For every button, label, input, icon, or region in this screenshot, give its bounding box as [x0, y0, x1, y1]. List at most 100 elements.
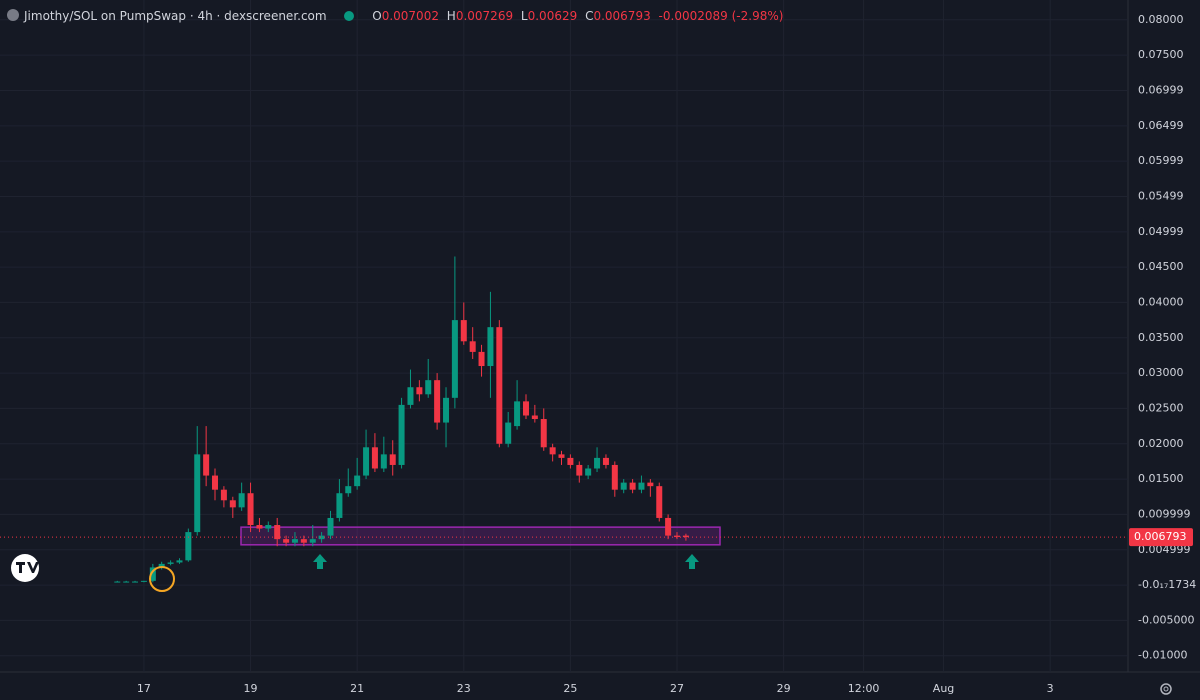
candle-body	[540, 419, 547, 448]
ohlc-value: 0.00629	[527, 9, 578, 23]
x-tick-label: 17	[137, 682, 151, 695]
candle-body	[620, 482, 627, 490]
x-tick-label: 19	[244, 682, 258, 695]
candle-body	[531, 415, 538, 420]
last-price-box	[1129, 528, 1193, 547]
x-tick-label: 29	[777, 682, 791, 695]
candle-body	[283, 539, 290, 543]
candle-body	[354, 475, 361, 487]
candle-body	[158, 563, 165, 568]
ohlc-label: H	[446, 9, 456, 23]
ohlc-label: O	[372, 9, 382, 23]
legend-header: Jimothy/SOL on PumpSwap · 4h · dexscreen…	[6, 8, 783, 23]
y-tick-label: 0.04000	[1138, 295, 1184, 308]
candle-body	[211, 475, 218, 490]
candle-body	[460, 320, 467, 342]
candle-body	[638, 482, 645, 490]
candle-body	[256, 525, 263, 529]
candle-body	[611, 464, 618, 490]
y-tick-label: 0.03500	[1138, 331, 1184, 344]
y-tick-label: 0.05999	[1138, 154, 1184, 167]
candle-body	[514, 401, 521, 427]
candle-body	[203, 454, 210, 476]
ohlc-value: 0.007002	[381, 9, 439, 23]
x-tick-label: Aug	[933, 682, 954, 695]
tv-logo[interactable]	[11, 554, 39, 582]
y-tick-label: 0.06499	[1138, 119, 1184, 132]
candle-body	[674, 535, 681, 538]
x-tick-label: 23	[457, 682, 471, 695]
candle-body	[567, 457, 574, 465]
candle-body	[443, 397, 450, 423]
candle-body	[602, 457, 609, 465]
highlight-circle	[149, 566, 175, 592]
axes: 0.08000 0.07500 0.06999 0.06499 0.05999 0.054…	[0, 13, 1196, 695]
y-tick-label: -0.0₁₇1734	[1138, 578, 1196, 591]
candle-body	[140, 580, 147, 582]
symbol-icon	[7, 9, 19, 21]
candle-body	[665, 517, 672, 536]
ohlc-value: 0.007269	[455, 9, 514, 23]
candle-body	[336, 493, 343, 518]
candle-body	[496, 327, 503, 444]
change-percent: (-2.98%)	[731, 9, 784, 23]
candle-body	[327, 517, 334, 536]
candle-body	[549, 447, 556, 455]
y-tick-label: 0.04999	[1138, 225, 1184, 238]
candle-body	[389, 454, 396, 465]
ohlc-label: L	[520, 9, 528, 23]
candle-body	[247, 493, 254, 526]
y-tick-label: 0.02000	[1138, 437, 1184, 450]
candle-body	[238, 493, 245, 508]
candle-body	[398, 404, 405, 465]
candle-body	[194, 454, 201, 533]
ohlc-label: C	[585, 9, 594, 23]
y-tick-label: 0.02500	[1138, 401, 1184, 414]
candle-body	[522, 401, 529, 416]
candle-body	[363, 447, 370, 476]
candle-body	[318, 535, 325, 540]
y-tick-label: -0.01000	[1138, 649, 1187, 662]
candle-body	[469, 341, 476, 352]
candle-body	[478, 351, 485, 367]
candle-body	[407, 387, 414, 405]
candle-body	[371, 447, 378, 469]
arrow-up	[313, 554, 327, 569]
candle-body	[309, 539, 316, 543]
y-tick-label: 0.03000	[1138, 366, 1184, 379]
last-price-label: 0.006793	[1134, 530, 1187, 543]
y-tick-label: 0.07500	[1138, 48, 1184, 61]
x-tick-label: 27	[670, 682, 684, 695]
change: -0.0002089	[658, 9, 728, 23]
candle-body	[114, 581, 121, 583]
candle-body	[576, 464, 583, 476]
candle-body	[274, 525, 281, 540]
candle-body	[416, 387, 423, 395]
candle-body	[185, 532, 192, 561]
y-tick-label: 0.01500	[1138, 472, 1184, 485]
candle-body	[434, 380, 441, 423]
title: Jimothy/SOL on PumpSwap · 4h · dexscreen…	[24, 9, 327, 23]
candle-body	[682, 535, 689, 538]
arrow-up	[685, 554, 699, 569]
candle-body	[167, 562, 174, 564]
x-tick-label: 25	[563, 682, 577, 695]
candle-body	[220, 489, 227, 501]
candle-body	[629, 482, 636, 490]
candle-body	[149, 567, 156, 581]
x-tick-label: 12:00	[848, 682, 880, 695]
candle-body	[505, 422, 512, 444]
y-tick-label: -0.005000	[1138, 613, 1194, 626]
candle-body	[265, 525, 272, 529]
candle-body	[558, 454, 565, 458]
x-tick-label: 21	[350, 682, 364, 695]
settings-icon[interactable]	[1160, 683, 1172, 695]
candle-body	[176, 560, 183, 563]
zone-layer	[240, 526, 721, 546]
candle-body	[487, 327, 494, 367]
support-zone	[240, 526, 721, 546]
candle-body	[585, 468, 592, 476]
candle-body	[291, 539, 298, 543]
